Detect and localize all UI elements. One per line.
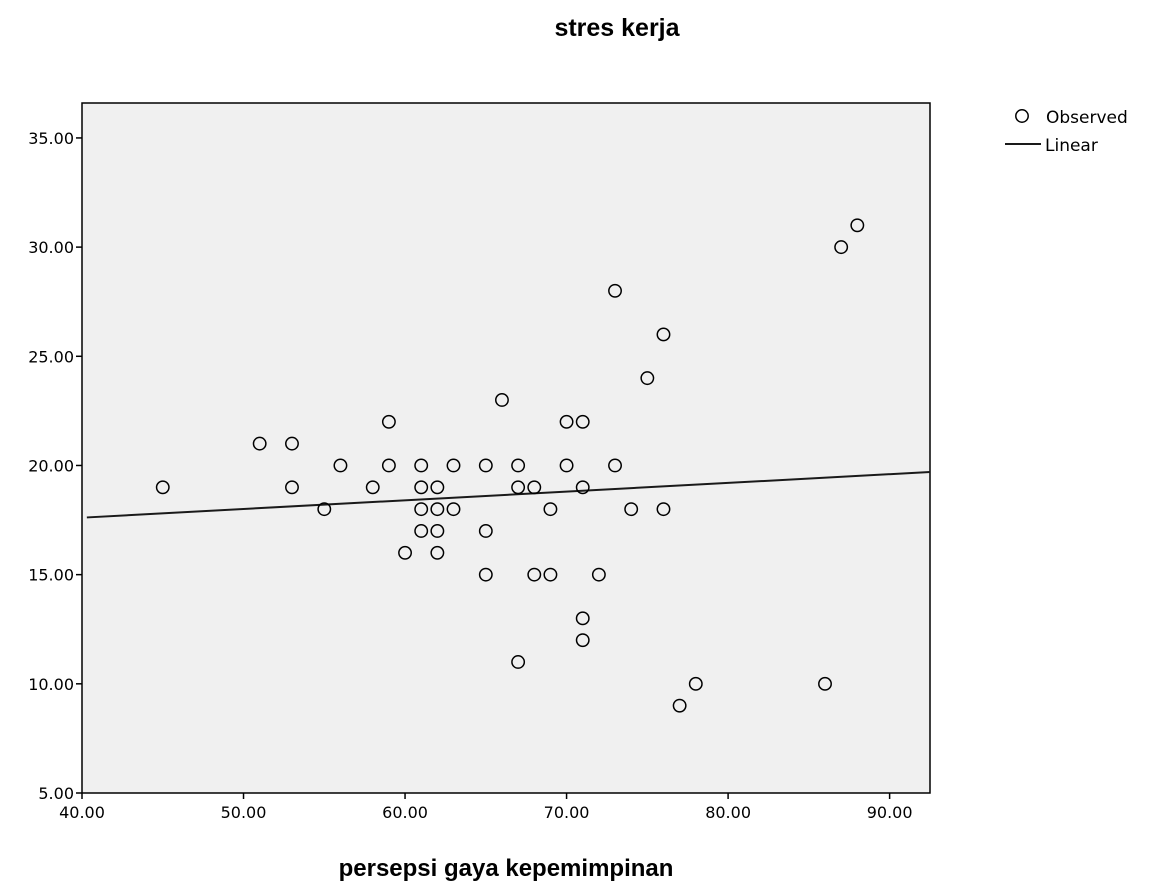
x-tick-label: 90.00 xyxy=(867,803,913,822)
data-point xyxy=(155,480,170,495)
data-point xyxy=(624,502,639,517)
data-point xyxy=(478,567,493,582)
y-tick-label: 15.00 xyxy=(28,566,74,585)
data-point xyxy=(478,458,493,473)
y-tick-label: 20.00 xyxy=(28,456,74,475)
x-axis-title: persepsi gaya kepemimpinan xyxy=(339,855,674,882)
fit-line xyxy=(86,471,931,519)
fit-line-layer xyxy=(86,471,931,519)
data-point xyxy=(446,502,461,517)
data-point xyxy=(430,524,445,538)
y-tick-label: 35.00 xyxy=(28,129,74,148)
data-point xyxy=(511,480,526,495)
y-tick-label: 25.00 xyxy=(28,347,74,366)
data-point xyxy=(591,567,606,582)
data-point xyxy=(575,414,590,429)
data-point xyxy=(527,480,542,495)
data-point xyxy=(511,655,526,669)
data-point xyxy=(381,458,396,473)
y-tick-label: 30.00 xyxy=(28,238,74,257)
x-axis: 40.00 50.00 60.00 70.00 80.00 90.00 xyxy=(59,793,913,822)
data-point xyxy=(252,436,267,451)
x-tick-label: 60.00 xyxy=(382,803,428,822)
data-point xyxy=(575,611,590,626)
data-point xyxy=(414,458,429,473)
y-axis: 5.00 10.00 15.00 20.00 25.00 30.00 35.00 xyxy=(28,129,82,803)
data-point xyxy=(414,480,429,495)
data-point xyxy=(527,567,542,582)
data-point xyxy=(511,458,526,473)
legend: Observed Linear xyxy=(1005,108,1128,156)
data-points xyxy=(155,218,865,713)
data-point xyxy=(446,458,461,473)
legend-observed-marker xyxy=(1015,109,1029,123)
plot-area xyxy=(81,102,931,794)
data-point xyxy=(559,458,574,473)
data-point xyxy=(430,545,445,560)
data-point xyxy=(608,283,622,298)
data-point xyxy=(640,371,655,386)
data-point xyxy=(850,218,865,233)
x-tick-label: 80.00 xyxy=(705,803,751,822)
data-point xyxy=(543,567,558,582)
data-point xyxy=(543,502,558,517)
data-point xyxy=(834,240,849,255)
data-point xyxy=(656,327,671,342)
legend-observed-label: Observed xyxy=(1046,108,1128,128)
data-point xyxy=(398,545,412,560)
data-point xyxy=(430,502,445,517)
data-point xyxy=(285,480,299,495)
data-point xyxy=(317,502,332,517)
data-point xyxy=(656,502,671,517)
data-point xyxy=(575,633,590,648)
legend-item-linear: Linear xyxy=(1005,136,1098,156)
chart-title: stres kerja xyxy=(554,14,680,42)
data-point xyxy=(365,480,380,495)
data-point xyxy=(414,524,429,538)
legend-linear-label: Linear xyxy=(1045,136,1098,156)
data-point xyxy=(285,436,299,451)
x-tick-label: 40.00 xyxy=(59,803,105,822)
data-point xyxy=(333,458,348,473)
data-point xyxy=(575,480,590,495)
data-point xyxy=(608,458,622,473)
data-point xyxy=(478,524,493,538)
legend-item-observed: Observed xyxy=(1015,108,1128,128)
y-tick-label: 5.00 xyxy=(38,784,74,803)
data-point xyxy=(495,393,509,407)
x-tick-label: 70.00 xyxy=(544,803,590,822)
data-point xyxy=(559,414,574,429)
data-point xyxy=(818,676,832,691)
x-tick-label: 50.00 xyxy=(221,803,267,822)
data-point xyxy=(688,676,703,691)
data-point xyxy=(430,480,445,495)
y-tick-label: 10.00 xyxy=(28,675,74,694)
data-point xyxy=(414,502,429,517)
data-point xyxy=(672,698,687,713)
data-point xyxy=(381,414,396,429)
